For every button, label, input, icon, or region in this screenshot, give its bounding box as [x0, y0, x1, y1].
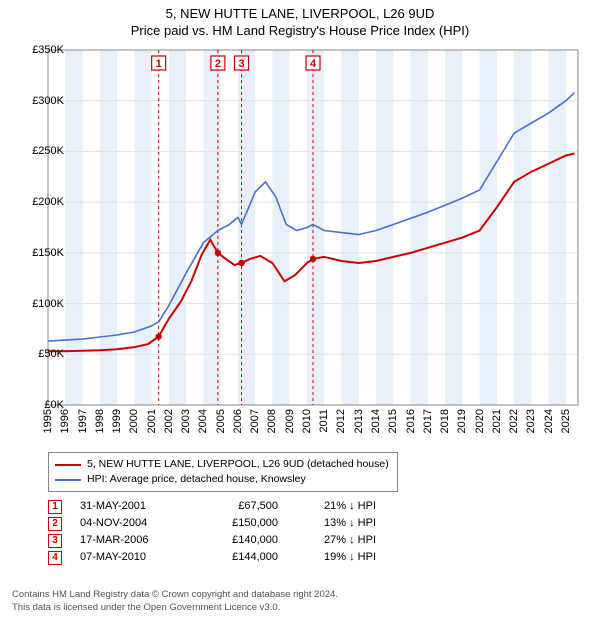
- transaction-row: 2 04-NOV-2004 £150,000 13% ↓ HPI: [48, 515, 376, 532]
- legend-row-hpi: HPI: Average price, detached house, Know…: [55, 472, 391, 487]
- legend-row-subject: 5, NEW HUTTE LANE, LIVERPOOL, L26 9UD (d…: [55, 457, 391, 472]
- x-tick-label: 2019: [456, 409, 468, 433]
- x-tick-label: 2007: [249, 409, 261, 433]
- transaction-diff: 19% ↓ HPI: [296, 549, 376, 566]
- x-tick-label: 1995: [42, 409, 54, 433]
- transaction-date: 31-MAY-2001: [80, 498, 180, 515]
- plot-area: 1 2 3 4: [48, 50, 578, 405]
- transaction-date: 17-MAR-2006: [80, 532, 180, 549]
- x-tick-label: 1999: [111, 409, 123, 433]
- transactions-table: 1 31-MAY-2001 £67,500 21% ↓ HPI 2 04-NOV-2004…: [48, 498, 376, 566]
- legend-swatch-hpi: [55, 479, 81, 481]
- transaction-date: 07-MAY-2010: [80, 549, 180, 566]
- chart-titles: 5, NEW HUTTE LANE, LIVERPOOL, L26 9UD Pr…: [0, 0, 600, 38]
- transaction-num: 1: [48, 500, 62, 514]
- svg-text:4: 4: [310, 58, 317, 70]
- x-tick-label: 1998: [94, 409, 106, 433]
- transaction-num: 3: [48, 534, 62, 548]
- title-line2: Price paid vs. HM Land Registry's House …: [0, 23, 600, 38]
- x-tick-label: 1996: [59, 409, 71, 433]
- y-tick-label: £300K: [4, 95, 64, 107]
- x-tick-label: 2025: [560, 409, 572, 433]
- svg-text:3: 3: [238, 58, 244, 70]
- legend: 5, NEW HUTTE LANE, LIVERPOOL, L26 9UD (d…: [48, 452, 398, 492]
- footer-line2: This data is licensed under the Open Gov…: [12, 602, 338, 614]
- transaction-price: £150,000: [198, 515, 278, 532]
- footer: Contains HM Land Registry data © Crown c…: [12, 589, 338, 614]
- x-tick-label: 2010: [301, 409, 313, 433]
- x-tick-label: 2014: [370, 409, 382, 433]
- x-tick-label: 2001: [146, 409, 158, 433]
- x-tick-label: 2004: [197, 409, 209, 433]
- x-tick-label: 2011: [318, 409, 330, 433]
- x-tick-label: 2015: [387, 409, 399, 433]
- legend-label-subject: 5, NEW HUTTE LANE, LIVERPOOL, L26 9UD (d…: [87, 457, 389, 472]
- svg-text:1: 1: [156, 58, 162, 70]
- x-tick-label: 2024: [543, 409, 555, 433]
- legend-label-hpi: HPI: Average price, detached house, Know…: [87, 472, 306, 487]
- title-line1: 5, NEW HUTTE LANE, LIVERPOOL, L26 9UD: [0, 6, 600, 21]
- transaction-price: £67,500: [198, 498, 278, 515]
- x-tick-label: 2020: [474, 409, 486, 433]
- transaction-diff: 13% ↓ HPI: [296, 515, 376, 532]
- y-tick-label: £0K: [4, 399, 64, 411]
- transaction-num: 4: [48, 551, 62, 565]
- x-tick-label: 2022: [508, 409, 520, 433]
- transaction-diff: 21% ↓ HPI: [296, 498, 376, 515]
- svg-text:2: 2: [215, 58, 221, 70]
- y-tick-label: £250K: [4, 145, 64, 157]
- page: 5, NEW HUTTE LANE, LIVERPOOL, L26 9UD Pr…: [0, 0, 600, 620]
- x-tick-label: 2008: [266, 409, 278, 433]
- transaction-row: 1 31-MAY-2001 £67,500 21% ↓ HPI: [48, 498, 376, 515]
- transaction-row: 3 17-MAR-2006 £140,000 27% ↓ HPI: [48, 532, 376, 549]
- x-tick-label: 2009: [284, 409, 296, 433]
- x-tick-label: 2006: [232, 409, 244, 433]
- x-tick-label: 2017: [422, 409, 434, 433]
- y-tick-label: £100K: [4, 298, 64, 310]
- y-tick-label: £50K: [4, 348, 64, 360]
- line-chart: 1 2 3 4: [48, 50, 578, 405]
- x-tick-label: 2012: [335, 409, 347, 433]
- x-tick-label: 2000: [128, 409, 140, 433]
- transaction-date: 04-NOV-2004: [80, 515, 180, 532]
- footer-line1: Contains HM Land Registry data © Crown c…: [12, 589, 338, 601]
- y-tick-label: £350K: [4, 44, 64, 56]
- x-tick-label: 2016: [405, 409, 417, 433]
- legend-swatch-subject: [55, 464, 81, 466]
- transaction-price: £140,000: [198, 532, 278, 549]
- x-tick-label: 2023: [525, 409, 537, 433]
- transaction-price: £144,000: [198, 549, 278, 566]
- x-tick-label: 2005: [215, 409, 227, 433]
- y-tick-label: £200K: [4, 196, 64, 208]
- x-tick-label: 2013: [353, 409, 365, 433]
- transaction-diff: 27% ↓ HPI: [296, 532, 376, 549]
- x-tick-label: 2018: [439, 409, 451, 433]
- x-tick-label: 2003: [180, 409, 192, 433]
- x-tick-label: 1997: [77, 409, 89, 433]
- x-tick-label: 2002: [163, 409, 175, 433]
- y-tick-label: £150K: [4, 247, 64, 259]
- transaction-num: 2: [48, 517, 62, 531]
- transaction-row: 4 07-MAY-2010 £144,000 19% ↓ HPI: [48, 549, 376, 566]
- x-tick-label: 2021: [491, 409, 503, 433]
